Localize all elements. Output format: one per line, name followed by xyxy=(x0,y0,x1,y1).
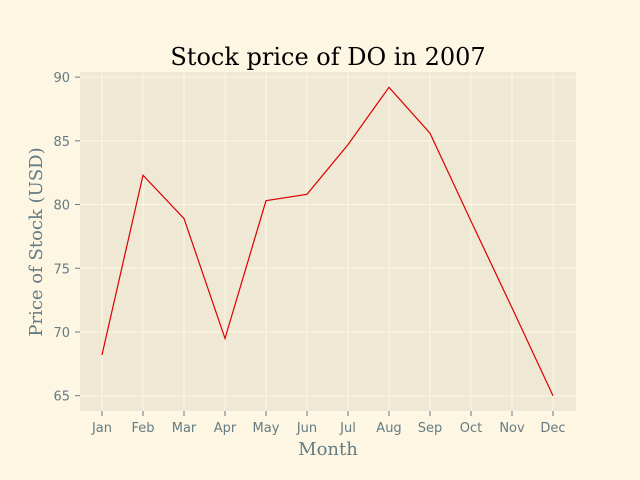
series-line xyxy=(101,86,554,396)
x-tick-label: Jul xyxy=(339,421,356,436)
x-tick-label: Mar xyxy=(172,421,197,436)
x-tick-label: Feb xyxy=(131,421,154,436)
x-axis-ticks: Jan Feb Mar Apr May Jun Jul Aug Sep Oct Nov Dec xyxy=(91,411,566,436)
y-tick-label: 70 xyxy=(53,326,70,341)
plot-area xyxy=(80,72,576,411)
chart-title: Stock price of DO in 2007 xyxy=(170,43,485,71)
grid-lines xyxy=(80,72,576,411)
y-tick-label: 75 xyxy=(53,262,70,277)
y-tick-label: 65 xyxy=(53,390,70,405)
x-tick-label: Apr xyxy=(214,421,237,436)
y-tick-label: 80 xyxy=(53,199,70,214)
x-tick-label: Dec xyxy=(540,421,565,436)
x-tick-label: Sep xyxy=(418,421,443,436)
y-tick-label: 90 xyxy=(53,71,70,86)
y-axis-label: Price of Stock (USD) xyxy=(26,147,47,336)
x-tick-label: Aug xyxy=(376,421,401,436)
x-tick-label: Oct xyxy=(460,421,482,436)
x-tick-label: Jun xyxy=(296,421,317,436)
y-tick-label: 85 xyxy=(53,135,70,150)
x-tick-label: Nov xyxy=(499,421,525,436)
series-layer xyxy=(101,86,554,396)
x-tick-label: Jan xyxy=(91,421,112,436)
x-axis-label: Month xyxy=(298,439,358,460)
x-tick-label: May xyxy=(253,421,280,436)
y-axis-ticks: 65 70 75 80 85 90 xyxy=(53,71,80,405)
